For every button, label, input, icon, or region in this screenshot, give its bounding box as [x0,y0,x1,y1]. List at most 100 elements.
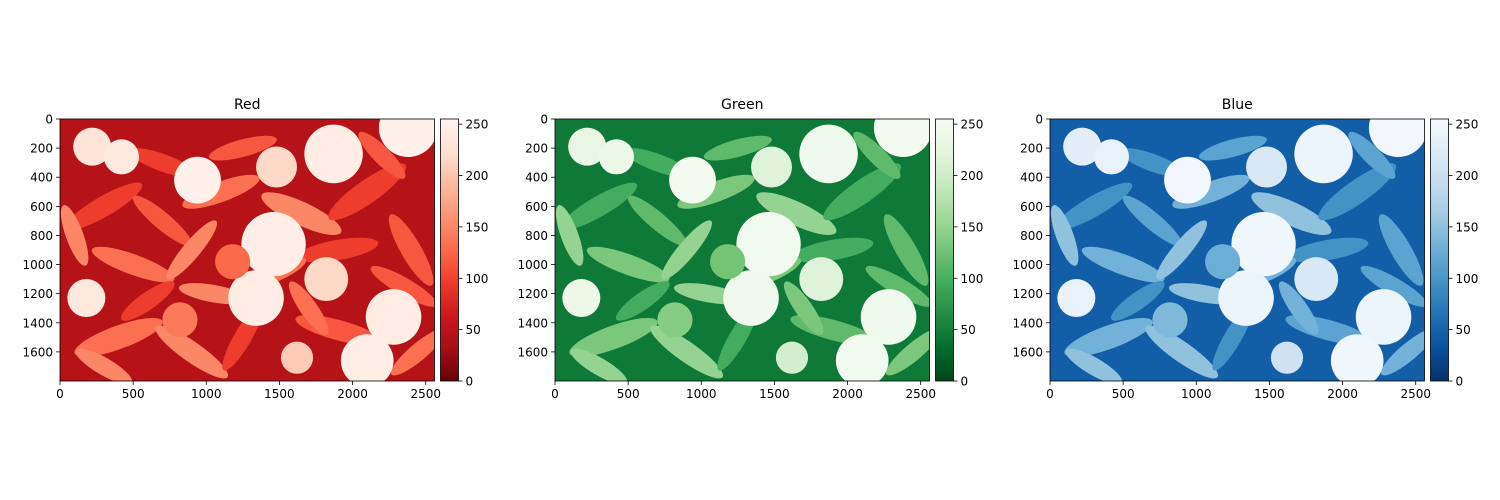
colorbar [1430,118,1449,382]
y-tick-label: 200 [30,142,53,156]
fruit [598,139,634,175]
leaf [1318,163,1397,221]
leaf [823,163,902,221]
leaf [388,214,434,286]
fruit [1164,156,1211,204]
x-tick-label: 0 [56,387,64,401]
fruit [669,156,716,204]
colorbar-tick-label: 50 [1456,323,1471,337]
leaf [60,205,89,266]
x-tick-label: 500 [122,387,145,401]
leaf [1198,135,1267,161]
y-tick-label: 0 [540,113,548,127]
colorbar-tick-label: 250 [466,118,489,132]
fruit [1246,146,1287,188]
colorbar-tick-label: 250 [961,118,984,132]
leaf [885,328,930,376]
y-tick-label: 1600 [517,345,548,359]
leaf [615,281,670,321]
x-tick-label: 500 [1112,387,1135,401]
fruit [365,289,422,345]
y-tick-label: 1400 [22,316,53,330]
x-tick-label: 1000 [1181,387,1212,401]
leaf [74,317,163,357]
leaf [627,195,688,247]
leaf [1110,281,1165,321]
leaf [756,192,837,235]
leaf [1348,131,1396,179]
fruit [723,270,779,326]
leaf [132,195,193,247]
y-tick-label: 1000 [22,258,53,272]
x-tick-label: 2500 [410,387,441,401]
fruit [751,146,792,188]
y-tick-label: 600 [30,200,53,214]
fruit [1294,124,1353,184]
fruit [378,119,435,157]
x-tick-label: 2500 [905,387,936,401]
y-tick-label: 400 [1020,171,1043,185]
leaf [1251,192,1332,235]
fruit [1057,279,1096,318]
fruit [174,156,221,204]
y-tick-label: 1600 [22,345,53,359]
x-tick-label: 2000 [337,387,368,401]
fruit [710,244,746,280]
leaf [208,135,277,161]
leaf [1380,328,1425,376]
colorbar-tick-label: 50 [961,323,976,337]
y-tick-label: 200 [525,142,548,156]
x-tick-label: 1500 [1254,387,1285,401]
fruit [280,341,314,374]
y-tick-label: 1200 [22,287,53,301]
colorbar [440,118,459,382]
fruit [1093,139,1129,175]
colorbar-tick-label: 0 [466,375,474,389]
leaf [586,246,670,283]
fruit [775,341,809,374]
fruit [1205,244,1241,280]
leaf [1081,246,1165,283]
colorbar-tick-label: 50 [466,323,481,337]
y-tick-label: 400 [30,171,53,185]
leaf [661,220,713,280]
y-tick-label: 1000 [1012,258,1043,272]
fruit [657,302,693,338]
fruit [736,211,801,277]
leaf [1065,348,1123,381]
leaf [1156,220,1208,280]
fruit [215,244,251,280]
leaf [261,192,342,235]
fruit [1368,119,1425,157]
leaf [91,246,175,283]
leaf [792,237,874,263]
leaf [120,281,175,321]
y-tick-label: 1000 [517,258,548,272]
leaf [75,348,133,381]
fruit [1231,211,1296,277]
y-tick-label: 800 [30,229,53,243]
leaf [555,205,584,266]
fruit [1330,334,1384,381]
colorbar-tick-label: 100 [1456,272,1479,286]
fruit [860,289,917,345]
leaf [569,317,658,357]
colorbar-tick-label: 200 [466,169,489,183]
leaf [1360,265,1425,307]
leaf [358,131,406,179]
chart-title: Red [234,97,261,113]
x-tick-label: 2000 [832,387,863,401]
colorbar-tick-label: 200 [1456,169,1479,183]
fruit [1063,127,1102,166]
y-tick-label: 1400 [1012,316,1043,330]
x-tick-label: 1500 [264,387,295,401]
colorbar [935,118,954,382]
colorbar-tick-label: 100 [961,272,984,286]
fruit [1152,302,1188,338]
y-tick-label: 1600 [1012,345,1043,359]
y-tick-label: 400 [525,171,548,185]
leaf [297,237,379,263]
